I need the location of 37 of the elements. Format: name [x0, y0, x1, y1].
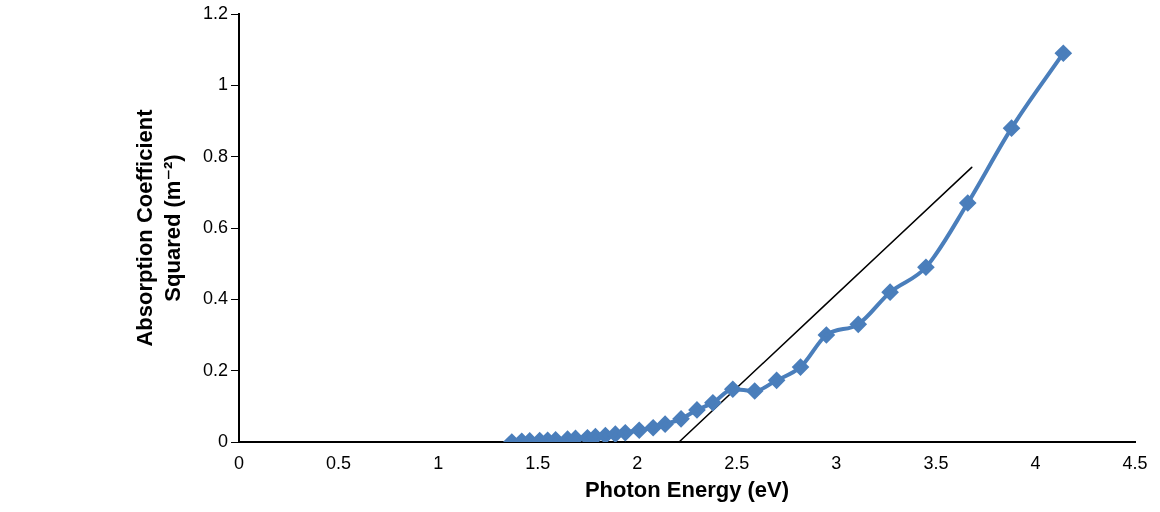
point: [657, 416, 674, 433]
x-tick-label: 0.5: [326, 452, 352, 473]
x-tick-label: 0: [234, 452, 245, 473]
y-tick-label: 0.4: [202, 288, 229, 309]
point: [617, 424, 634, 441]
point: [768, 372, 785, 389]
x-tick-label: 1: [433, 452, 444, 473]
x-axis-title: Photon Energy (eV): [584, 476, 790, 502]
point: [673, 410, 690, 427]
point: [704, 394, 721, 411]
point: [917, 259, 934, 276]
x-tick-label: 2: [632, 452, 643, 473]
x-tick-label: 4.5: [1122, 452, 1148, 473]
point: [645, 419, 662, 436]
y-tick-label: 0: [218, 430, 229, 451]
y-tick-label: 1: [218, 74, 229, 95]
point: [631, 422, 648, 439]
x-tick-label: 2.5: [724, 452, 750, 473]
y-tick-label: 0.8: [202, 145, 229, 166]
point: [882, 284, 899, 301]
y-tick-label: 0.6: [202, 216, 229, 237]
point: [1003, 120, 1020, 137]
point: [688, 401, 705, 418]
y-tick-label: 1.2: [202, 2, 229, 23]
point: [746, 383, 763, 399]
point: [818, 327, 835, 343]
x-tick-label: 3: [831, 452, 842, 473]
point: [724, 381, 741, 398]
y-axis-title: Absorption Coefficient Squared (m⁻²): [132, 108, 186, 347]
point: [959, 195, 976, 212]
x-tick-label: 1.5: [525, 452, 551, 473]
x-tick-label: 4: [1030, 452, 1041, 473]
x-tick-label: 3.5: [923, 452, 949, 473]
y-tick-label: 0.2: [202, 359, 229, 380]
point: [1055, 45, 1072, 62]
point: [792, 359, 809, 376]
point: [850, 316, 867, 333]
